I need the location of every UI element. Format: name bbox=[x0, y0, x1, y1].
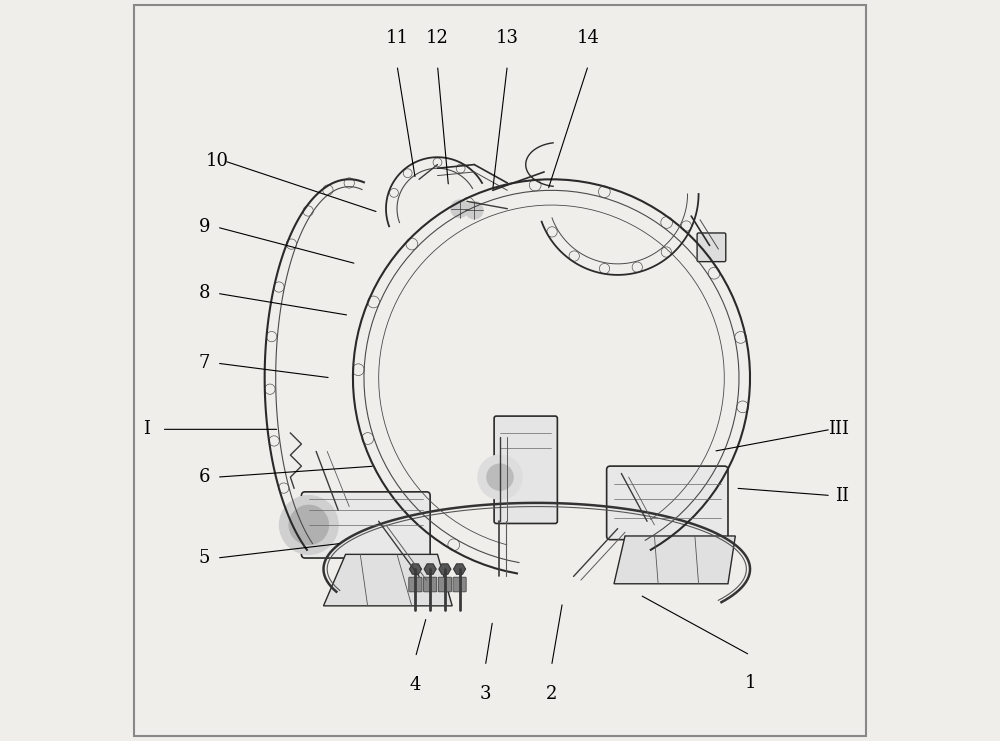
FancyBboxPatch shape bbox=[494, 416, 557, 523]
Polygon shape bbox=[454, 564, 465, 574]
FancyBboxPatch shape bbox=[409, 577, 422, 592]
FancyBboxPatch shape bbox=[438, 577, 451, 592]
Circle shape bbox=[279, 496, 338, 554]
FancyBboxPatch shape bbox=[607, 466, 728, 539]
Polygon shape bbox=[410, 564, 421, 574]
Text: 11: 11 bbox=[386, 29, 409, 47]
Text: 1: 1 bbox=[744, 674, 756, 691]
Circle shape bbox=[451, 200, 468, 218]
Text: 14: 14 bbox=[577, 29, 600, 47]
Circle shape bbox=[478, 455, 522, 499]
Text: 2: 2 bbox=[546, 685, 557, 702]
FancyBboxPatch shape bbox=[453, 577, 466, 592]
Polygon shape bbox=[323, 554, 452, 606]
Text: 6: 6 bbox=[198, 468, 210, 486]
FancyBboxPatch shape bbox=[301, 492, 430, 558]
Polygon shape bbox=[439, 564, 451, 574]
Circle shape bbox=[289, 505, 329, 545]
Polygon shape bbox=[614, 536, 735, 584]
Text: 7: 7 bbox=[198, 354, 210, 372]
Polygon shape bbox=[424, 564, 436, 574]
Text: 13: 13 bbox=[496, 29, 519, 47]
Text: 8: 8 bbox=[198, 285, 210, 302]
Circle shape bbox=[465, 202, 483, 219]
Text: 4: 4 bbox=[410, 676, 421, 694]
Circle shape bbox=[487, 464, 513, 491]
Text: 5: 5 bbox=[198, 549, 210, 567]
Text: III: III bbox=[828, 420, 849, 439]
Text: II: II bbox=[835, 487, 849, 505]
Text: 3: 3 bbox=[480, 685, 491, 702]
FancyBboxPatch shape bbox=[697, 233, 726, 262]
Text: 10: 10 bbox=[206, 152, 229, 170]
FancyBboxPatch shape bbox=[424, 577, 437, 592]
Text: I: I bbox=[143, 420, 150, 439]
Text: 9: 9 bbox=[198, 218, 210, 236]
Text: 12: 12 bbox=[426, 29, 449, 47]
